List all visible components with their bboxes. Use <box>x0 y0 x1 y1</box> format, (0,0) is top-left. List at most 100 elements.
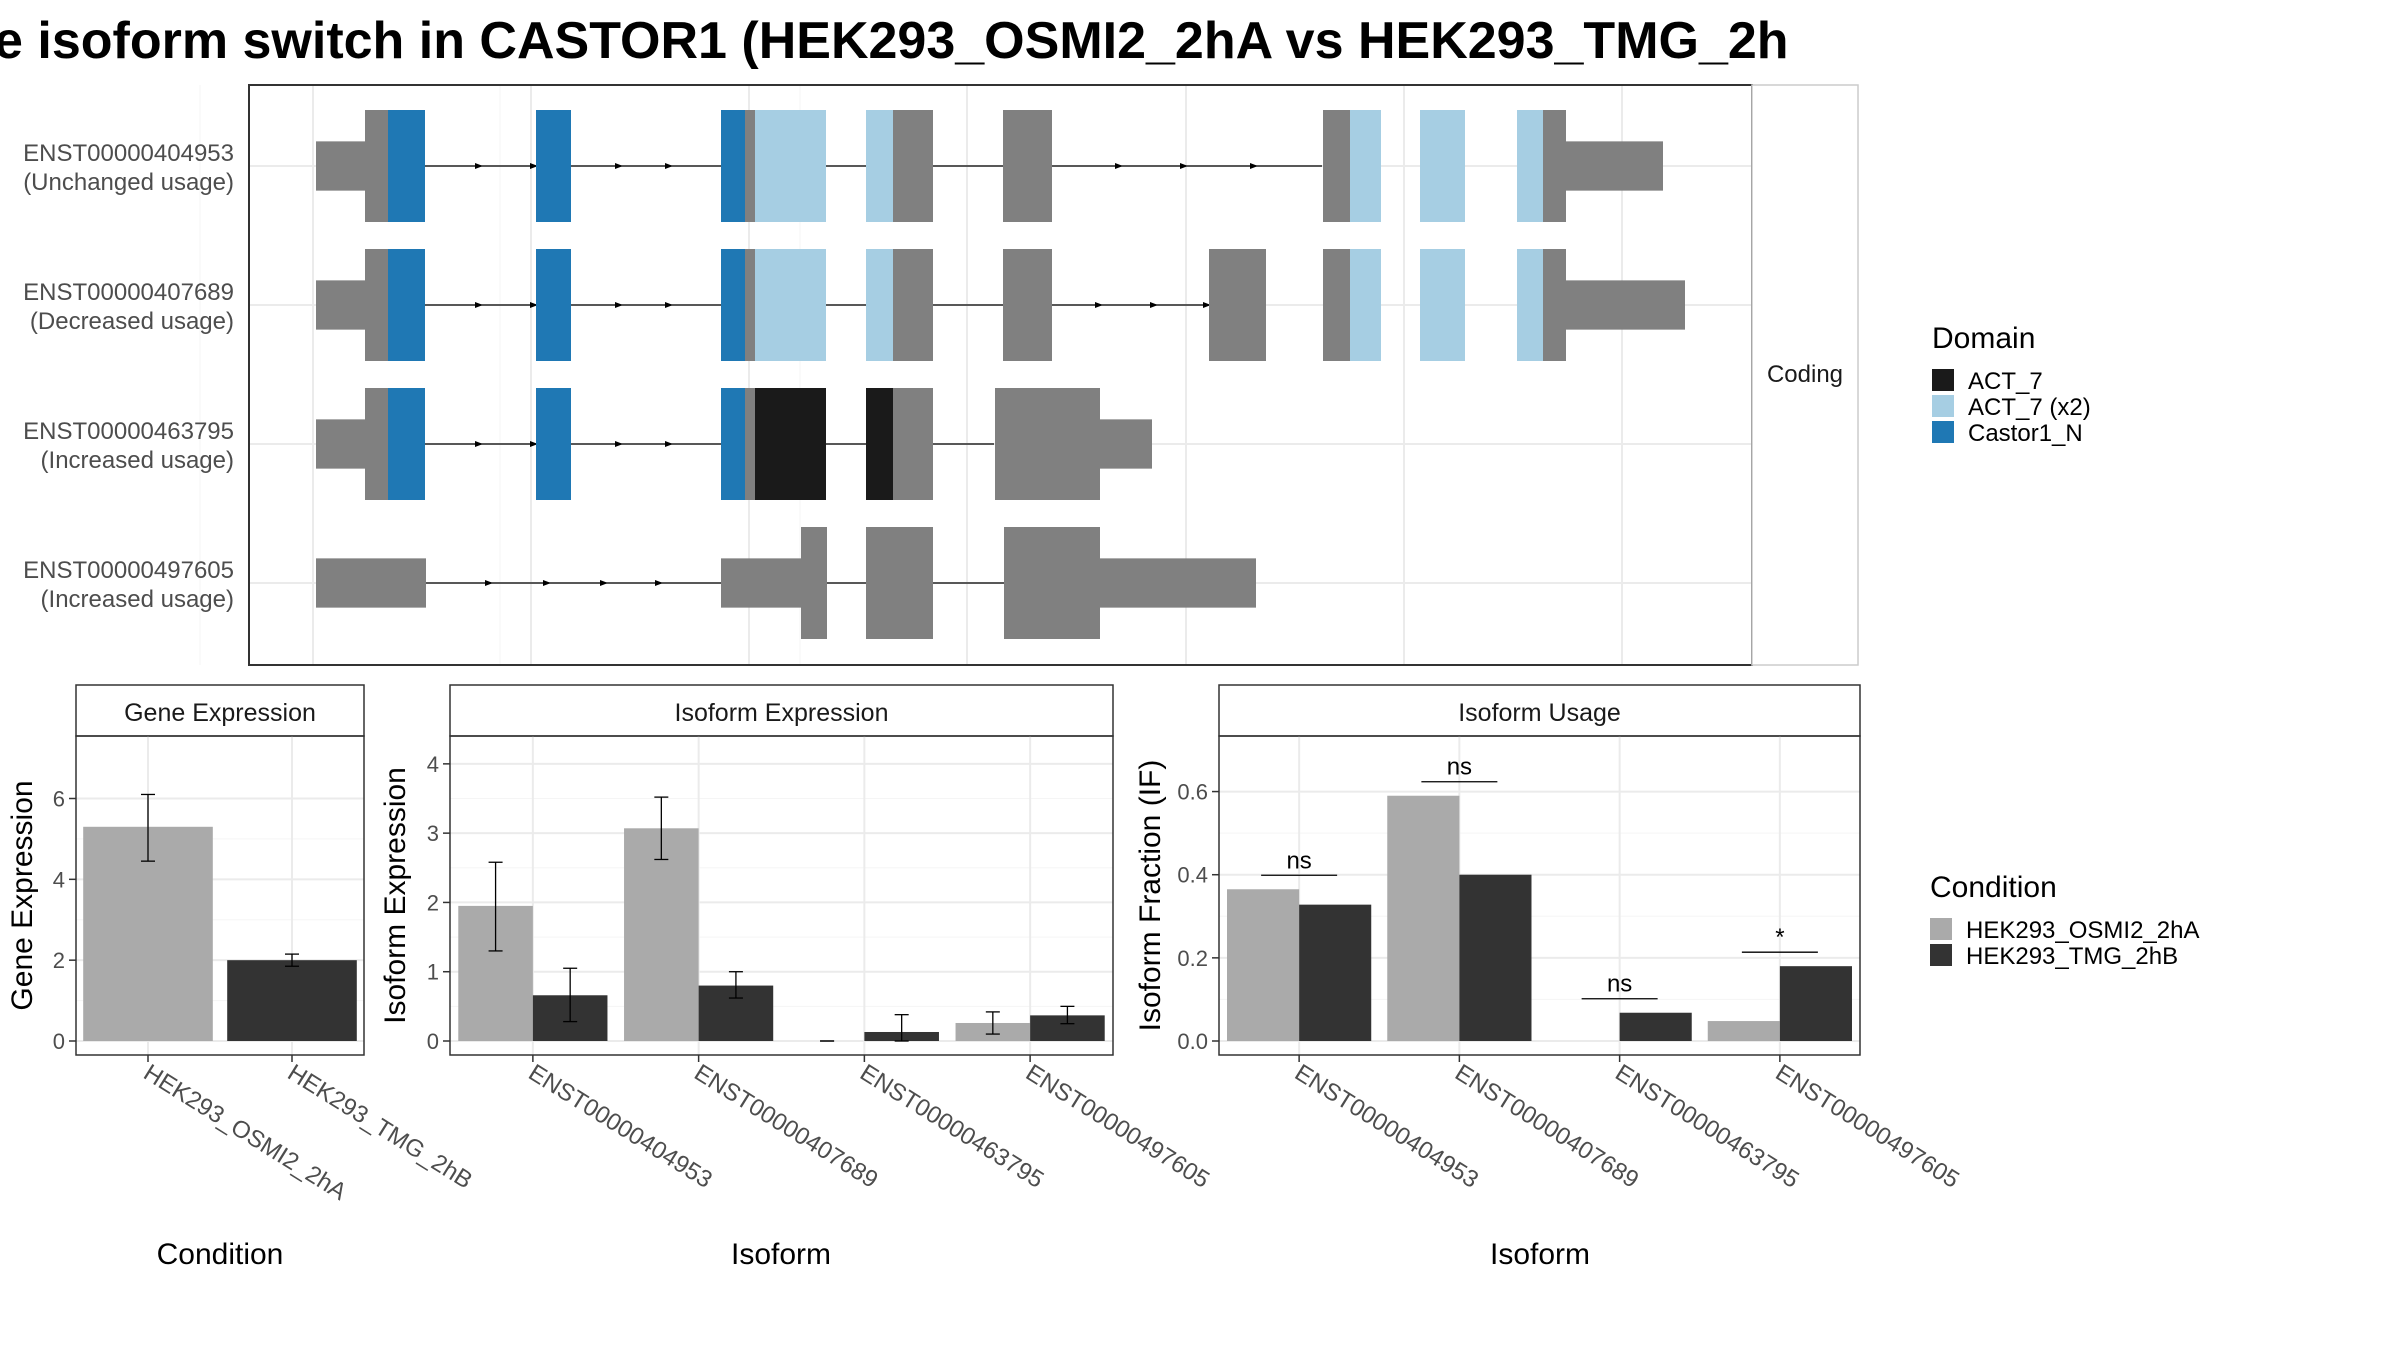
exon-block <box>1566 280 1685 330</box>
isoform-usage-panel-border <box>1218 735 1861 1056</box>
exon-block <box>1420 110 1465 222</box>
exon-block <box>721 558 801 608</box>
transcript-label-4-usage: (Increased usage) <box>41 586 234 613</box>
gene-expression-strip-title: Gene Expression <box>124 699 316 727</box>
exon-block <box>1566 141 1663 191</box>
bar <box>624 828 699 1041</box>
exon-block <box>745 388 755 500</box>
bar <box>1387 795 1460 1041</box>
exon-block <box>316 141 365 191</box>
strand-arrow <box>665 441 673 447</box>
y-tick-label: 0.6 <box>1177 780 1208 805</box>
gene-expression-y-axis-title: Gene Expression <box>6 780 39 1010</box>
exon-block <box>536 249 571 361</box>
domain-legend-label-act7-x2: ACT_7 (x2) <box>1968 394 2091 421</box>
strand-arrow <box>475 441 483 447</box>
exon-block <box>1420 249 1465 361</box>
exon-block <box>721 388 745 500</box>
significance-label: * <box>1775 924 1784 951</box>
isoform-expression-strip <box>449 684 1114 737</box>
domain-legend: Domain ACT_7 ACT_7 (x2) Castor1_N <box>1932 322 2091 447</box>
y-tick-label: 2 <box>427 890 439 915</box>
transcript-label-4-id: ENST00000497605 <box>23 557 234 584</box>
domain-legend-label-castor1n: Castor1_N <box>1968 420 2083 447</box>
exon-block <box>995 388 1100 500</box>
exon-block <box>1517 249 1543 361</box>
domain-legend-swatch-castor1n <box>1932 421 1954 443</box>
exon-block <box>1003 249 1052 361</box>
strand-arrow <box>665 163 673 169</box>
domain-legend-swatch-act7 <box>1932 369 1954 391</box>
strand-arrow <box>475 302 483 308</box>
strand-arrow <box>655 580 663 586</box>
exon-block <box>866 249 893 361</box>
bar <box>1779 966 1852 1041</box>
y-tick-label: 0 <box>427 1029 439 1054</box>
exon-block <box>893 249 933 361</box>
transcript-structure-panel: Coding ENST00000404953 (Unchanged usage)… <box>23 84 1859 666</box>
y-tick-label: 0.4 <box>1177 863 1208 888</box>
exon-block <box>1100 558 1256 608</box>
exon-block <box>316 558 426 608</box>
bar <box>83 826 213 1041</box>
bar-charts: Gene Expression0246HEK293_OSMI2_2hAHEK29… <box>6 684 1964 1271</box>
exon-block <box>745 249 755 361</box>
isoform-expression-chart: Isoform Expression 0 1 2 3 4 ENST00000404953 EN… <box>379 684 1214 1271</box>
facet-label-coding: Coding <box>1767 361 1843 388</box>
exon-block <box>721 249 745 361</box>
condition-legend-swatch-tmg <box>1930 944 1952 966</box>
strand-arrow <box>1115 163 1123 169</box>
exon-block <box>893 388 933 500</box>
y-tick-label: 4 <box>53 867 65 892</box>
strand-arrow <box>475 163 483 169</box>
exon-block <box>388 249 425 361</box>
strand-arrow <box>665 302 673 308</box>
y-tick-label: 4 <box>427 752 439 777</box>
bar <box>1299 904 1372 1041</box>
isoform-usage-strip-title: Isoform Usage <box>1458 699 1621 727</box>
isoform-usage-strip <box>1218 684 1861 737</box>
significance-label: ns <box>1286 847 1311 874</box>
exon-block <box>721 110 745 222</box>
isoform-usage-chart: Isoform Usagensnsns*0.00.20.40.6ENST0000… <box>1134 684 1964 1271</box>
condition-legend-swatch-osmi2 <box>1930 918 1952 940</box>
y-tick-label: 6 <box>53 787 65 812</box>
strand-arrow <box>1095 302 1103 308</box>
y-tick-label: 3 <box>427 821 439 846</box>
strand-arrow <box>1150 302 1158 308</box>
bar <box>1619 1012 1692 1041</box>
strand-arrow <box>530 441 538 447</box>
exon-block <box>866 110 893 222</box>
isoform-expression-y-axis-title: Isoform Expression <box>379 767 412 1024</box>
gene-expression-panel-border <box>75 735 365 1056</box>
exon-block <box>1209 249 1266 361</box>
gene-expression-strip <box>75 684 365 737</box>
exon-block <box>1323 249 1350 361</box>
exon-block <box>388 110 425 222</box>
gene-expression-x-axis-title: Condition <box>157 1238 284 1271</box>
y-tick-label: 1 <box>427 960 439 985</box>
transcript-label-1-id: ENST00000404953 <box>23 140 234 167</box>
transcript-label-3-id: ENST00000463795 <box>23 418 234 445</box>
transcript-label-2-id: ENST00000407689 <box>23 279 234 306</box>
y-tick-label: 0.2 <box>1177 946 1208 971</box>
condition-legend-title: Condition <box>1930 871 2057 904</box>
y-tick-label: 0 <box>53 1029 65 1054</box>
transcript-label-3-usage: (Increased usage) <box>41 447 234 474</box>
x-tick-label: ENST00000463795 <box>855 1059 1048 1194</box>
exon-block <box>755 110 826 222</box>
significance-label: ns <box>1607 971 1632 998</box>
transcript-features <box>316 110 1685 639</box>
exon-block <box>316 280 365 330</box>
exon-block <box>1100 419 1152 469</box>
isoform-expression-panel-border <box>449 735 1114 1056</box>
bar <box>1227 889 1300 1041</box>
strand-arrow <box>1203 302 1211 308</box>
exon-block <box>1350 110 1381 222</box>
exon-block <box>1543 249 1566 361</box>
isoform-usage-y-axis-title: Isoform Fraction (IF) <box>1134 760 1167 1032</box>
domain-legend-swatch-act7-x2 <box>1932 395 1954 417</box>
x-tick-label: ENST00000404953 <box>524 1059 717 1194</box>
strand-arrow <box>485 580 493 586</box>
significance-label: ns <box>1447 754 1472 781</box>
